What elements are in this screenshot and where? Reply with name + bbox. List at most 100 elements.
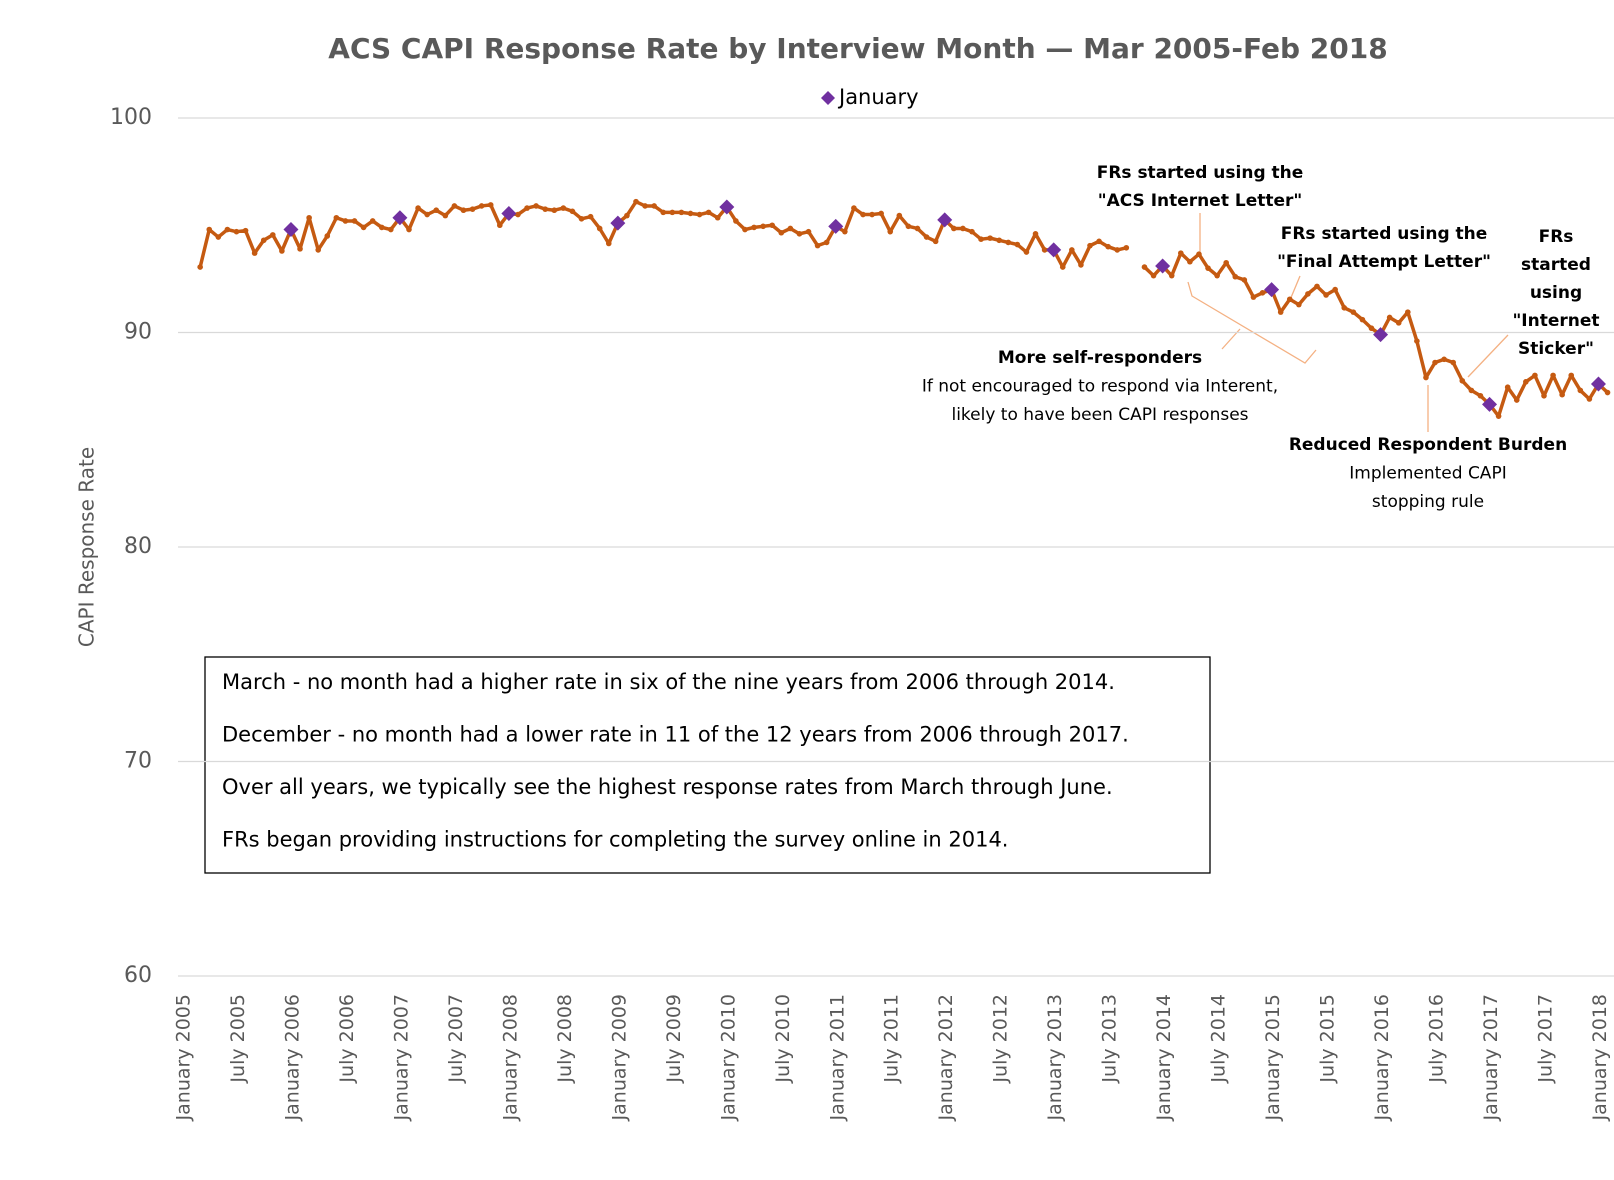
data-point xyxy=(660,209,667,216)
data-point xyxy=(388,226,394,233)
x-tick-label: July 2006 xyxy=(336,994,358,1084)
x-tick-label: January 2012 xyxy=(935,994,957,1121)
data-point xyxy=(1441,356,1447,363)
data-point xyxy=(1459,377,1466,384)
data-point xyxy=(242,227,249,234)
data-point xyxy=(1241,277,1248,283)
data-point xyxy=(433,207,440,214)
data-point xyxy=(796,231,803,237)
x-tick-label: January 2009 xyxy=(608,994,630,1121)
data-point xyxy=(497,222,503,229)
data-point xyxy=(578,216,585,222)
note-text: Over all years, we typically see the hig… xyxy=(222,775,1113,799)
annotation-text: likely to have been CAPI responses xyxy=(951,405,1248,425)
x-tick-label: July 2005 xyxy=(227,994,249,1084)
data-point xyxy=(987,235,993,241)
data-point xyxy=(297,246,303,252)
data-point xyxy=(1059,264,1066,270)
data-point xyxy=(605,240,612,247)
data-point xyxy=(270,232,276,238)
data-point xyxy=(1359,316,1366,323)
data-point xyxy=(1341,305,1348,311)
data-point xyxy=(324,233,331,239)
data-point xyxy=(1168,272,1175,279)
annotation-text: stopping rule xyxy=(1372,492,1484,512)
data-point xyxy=(233,228,240,235)
data-point xyxy=(742,226,748,233)
january-marker xyxy=(392,210,408,226)
data-point xyxy=(1286,296,1293,303)
data-point xyxy=(651,203,657,209)
data-point xyxy=(769,222,775,229)
x-tick-label: July 2013 xyxy=(1099,994,1121,1084)
x-tick-label: July 2007 xyxy=(445,994,467,1084)
annotation-text: Sticker" xyxy=(1518,339,1594,359)
data-point xyxy=(1368,325,1375,332)
data-point xyxy=(787,225,794,232)
data-point xyxy=(1523,379,1529,385)
y-tick-label: 100 xyxy=(110,105,152,130)
chart-title: ACS CAPI Response Rate by Interview Mont… xyxy=(328,32,1387,65)
data-point xyxy=(533,203,539,209)
january-marker xyxy=(1590,376,1606,392)
data-point xyxy=(469,206,476,212)
data-point xyxy=(279,248,285,254)
x-tick-label: July 2012 xyxy=(990,994,1012,1084)
data-point xyxy=(1504,384,1511,390)
data-point xyxy=(1096,238,1102,245)
data-point xyxy=(633,198,639,205)
data-point xyxy=(814,242,821,249)
annotation-text: Reduced Respondent Burden xyxy=(1289,435,1567,455)
y-tick-label: 90 xyxy=(124,320,152,345)
data-point xyxy=(1223,259,1229,266)
january-marker xyxy=(1264,282,1280,298)
x-tick-label: July 2009 xyxy=(663,994,685,1084)
data-point xyxy=(696,211,703,218)
data-point xyxy=(378,224,385,231)
annotation-text: If not encouraged to respond via Interen… xyxy=(922,377,1278,397)
data-point xyxy=(1305,291,1311,297)
data-point xyxy=(1559,391,1565,398)
data-point xyxy=(1114,247,1121,253)
data-point xyxy=(515,211,521,218)
data-point xyxy=(778,229,785,236)
x-tick-label: January 2011 xyxy=(826,994,848,1121)
leader-line xyxy=(1289,275,1301,301)
data-point xyxy=(1477,392,1484,399)
note-text: March - no month had a higher rate in si… xyxy=(222,670,1115,694)
data-point xyxy=(805,228,812,235)
data-point xyxy=(1432,359,1438,366)
x-tick-label: January 2005 xyxy=(173,994,195,1121)
x-tick-label: January 2016 xyxy=(1371,994,1393,1121)
x-tick-label: July 2016 xyxy=(1426,994,1448,1084)
x-tick-label: July 2017 xyxy=(1535,994,1557,1084)
data-point xyxy=(1532,372,1538,379)
annotation-text: Implemented CAPI xyxy=(1349,464,1506,484)
x-tick-label: July 2010 xyxy=(772,994,794,1084)
january-marker xyxy=(501,205,517,221)
x-tick-label: January 2017 xyxy=(1480,994,1502,1121)
data-point xyxy=(560,205,567,211)
data-point xyxy=(251,250,258,256)
data-point xyxy=(369,218,376,224)
data-point xyxy=(1604,389,1611,396)
data-point xyxy=(860,211,866,218)
data-point xyxy=(406,226,412,233)
leader-bracket xyxy=(1187,281,1317,364)
annotation-text: "ACS Internet Letter" xyxy=(1098,191,1303,211)
data-point xyxy=(1005,239,1012,246)
y-tick-label: 60 xyxy=(124,963,152,988)
data-point xyxy=(823,239,830,246)
data-point xyxy=(260,237,267,244)
data-point xyxy=(360,224,367,231)
annotation-text: started xyxy=(1521,255,1591,275)
data-point xyxy=(1350,309,1357,315)
annotation-text: using xyxy=(1530,283,1582,303)
data-point xyxy=(1586,396,1593,402)
data-point xyxy=(1386,314,1393,321)
data-point xyxy=(1450,359,1456,366)
data-point xyxy=(442,212,449,219)
data-point xyxy=(524,205,530,211)
data-point xyxy=(878,210,884,217)
data-point xyxy=(569,208,576,215)
